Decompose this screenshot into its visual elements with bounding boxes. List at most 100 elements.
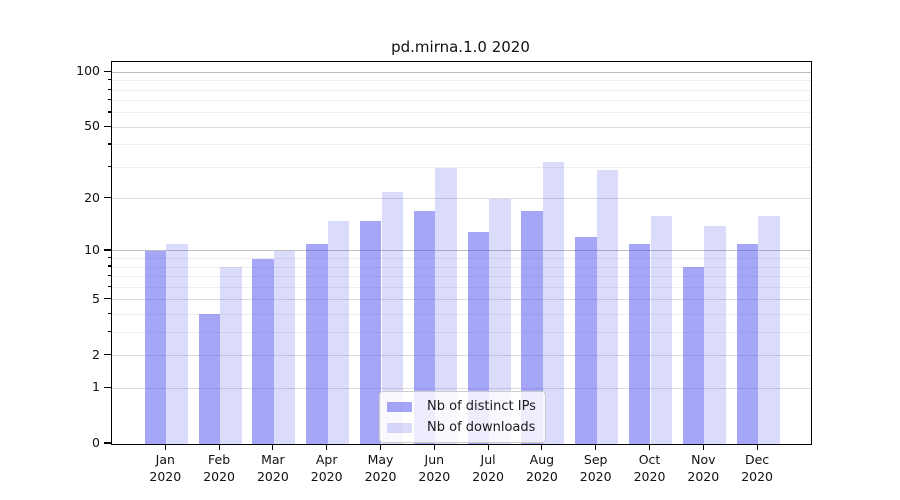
legend-swatch-downloads xyxy=(387,422,412,433)
x-tick-mark-jun xyxy=(433,444,435,450)
legend: Nb of distinct IPs Nb of downloads xyxy=(379,391,546,443)
bar-distinct-ips-jun xyxy=(413,211,436,444)
bar-distinct-ips-nov xyxy=(682,267,705,444)
x-tick-label-aug: Aug 2020 xyxy=(512,451,572,485)
x-tick-month: Jan xyxy=(155,452,175,467)
x-tick-label-feb: Feb 2020 xyxy=(189,451,249,485)
y-tick-mark xyxy=(104,442,111,444)
legend-item-distinct-ips: Nb of distinct IPs xyxy=(387,399,537,414)
y-tick-mark xyxy=(104,353,111,356)
x-tick-year: 2020 xyxy=(633,469,666,484)
x-tick-mark-jul xyxy=(487,444,489,450)
legend-label-downloads: Nb of downloads xyxy=(427,420,536,435)
y-tick-label-50: 50 xyxy=(84,118,100,134)
gridline-minor xyxy=(112,286,811,288)
bar-downloads-jul xyxy=(489,198,511,444)
x-tick-month: Dec xyxy=(744,452,770,467)
bar-downloads-apr xyxy=(327,220,350,444)
x-tick-mark-nov xyxy=(702,444,704,450)
y-tick-minor-mark xyxy=(107,257,111,259)
x-tick-mark-oct xyxy=(648,444,651,450)
x-tick-label-mar: Mar 2020 xyxy=(243,451,303,485)
x-tick-mark-dec xyxy=(756,444,758,450)
y-tick-mark xyxy=(104,125,111,127)
bar-downloads-jun xyxy=(435,167,457,444)
bar-downloads-dec xyxy=(758,215,780,444)
x-tick-mark-sep xyxy=(595,444,597,450)
x-tick-month: Jun xyxy=(424,452,445,467)
y-tick-label-0: 0 xyxy=(92,435,100,450)
x-tick-year: 2020 xyxy=(525,469,558,484)
y-tick-mark xyxy=(104,298,111,300)
bar-downloads-sep xyxy=(596,170,619,444)
legend-item-downloads: Nb of downloads xyxy=(387,420,537,435)
x-tick-label-sep: Sep 2020 xyxy=(566,451,626,485)
x-tick-mark-apr xyxy=(326,444,328,450)
x-tick-month: Apr xyxy=(315,452,338,467)
x-tick-mark-mar xyxy=(272,444,274,450)
x-tick-label-nov: Nov 2020 xyxy=(673,451,733,485)
x-tick-month: Nov xyxy=(691,452,716,467)
gridline-minor xyxy=(112,276,811,278)
y-tick-label-2: 2 xyxy=(92,346,100,362)
x-tick-year: 2020 xyxy=(310,469,343,484)
x-tick-label-jan: Jan 2020 xyxy=(135,451,195,485)
bar-distinct-ips-oct xyxy=(628,243,651,444)
x-tick-mark-may xyxy=(379,444,382,450)
x-tick-label-oct: Oct 2020 xyxy=(620,451,680,485)
y-tick-label-20: 20 xyxy=(84,189,100,205)
y-tick-mark xyxy=(104,386,111,388)
y-tick-minor-mark xyxy=(107,79,111,81)
gridline-minor xyxy=(112,266,811,268)
y-tick-minor-mark xyxy=(107,274,111,277)
legend-swatch-distinct-ips xyxy=(387,401,412,412)
gridline-minor xyxy=(112,331,811,333)
x-tick-mark-jan xyxy=(164,444,166,450)
gridline-minor xyxy=(112,144,811,146)
gridline-major xyxy=(112,387,811,389)
x-tick-month: Aug xyxy=(529,452,555,467)
gridline-minor xyxy=(112,80,811,82)
gridline-minor xyxy=(112,112,811,114)
bar-downloads-mar xyxy=(273,250,296,444)
x-tick-month: Oct xyxy=(638,452,661,467)
bar-downloads-nov xyxy=(704,225,726,444)
y-tick-mark xyxy=(104,70,111,72)
y-tick-minor-mark xyxy=(107,165,111,168)
x-tick-month: Jul xyxy=(480,452,496,467)
y-tick-mark xyxy=(104,249,111,251)
bar-distinct-ips-apr xyxy=(306,243,328,444)
plot-area xyxy=(111,61,812,445)
x-tick-mark-feb xyxy=(218,444,220,450)
x-tick-year: 2020 xyxy=(203,469,235,484)
x-tick-label-jun: Jun 2020 xyxy=(404,451,464,485)
y-tick-label-100: 100 xyxy=(76,63,100,79)
bar-distinct-ips-jul xyxy=(467,231,490,444)
y-tick-label-10: 10 xyxy=(84,241,100,257)
bar-distinct-ips-mar xyxy=(252,258,274,444)
y-tick-minor-mark xyxy=(107,312,111,314)
y-tick-mark xyxy=(104,197,111,199)
gridline-major xyxy=(112,126,811,128)
bar-distinct-ips-aug xyxy=(521,211,543,444)
y-tick-minor-mark xyxy=(107,285,111,287)
gridline-major xyxy=(112,250,811,252)
x-tick-year: 2020 xyxy=(687,469,720,484)
x-tick-year: 2020 xyxy=(418,469,451,484)
x-tick-month: May xyxy=(367,452,394,467)
y-tick-label-5: 5 xyxy=(92,290,100,306)
gridline-minor xyxy=(112,100,811,102)
bar-distinct-ips-feb xyxy=(198,314,221,444)
bar-downloads-jan xyxy=(166,243,188,444)
x-tick-year: 2020 xyxy=(364,469,397,484)
chart-title: pd.mirna.1.0 2020 xyxy=(391,38,530,56)
gridline-major xyxy=(112,299,811,301)
y-tick-minor-mark xyxy=(107,111,111,113)
bar-downloads-oct xyxy=(650,215,673,444)
x-tick-month: Mar xyxy=(261,452,285,467)
gridline-major xyxy=(112,198,811,200)
x-tick-year: 2020 xyxy=(472,469,504,484)
bar-distinct-ips-may xyxy=(359,220,382,444)
x-tick-month: Feb xyxy=(208,452,231,467)
